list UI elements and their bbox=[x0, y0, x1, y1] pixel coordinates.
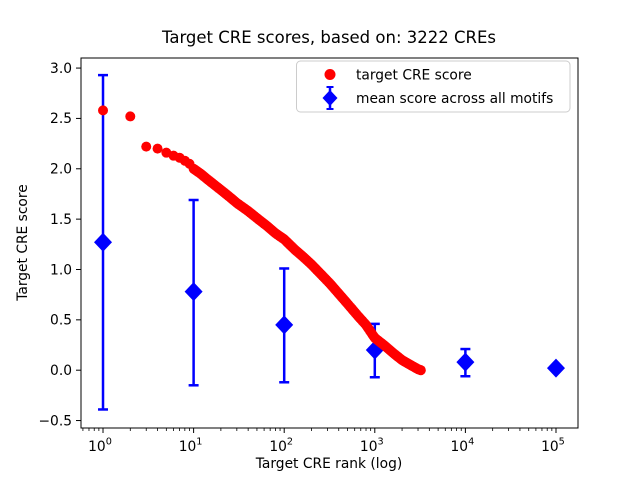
x-tick-label: 104 bbox=[451, 437, 475, 456]
target-score-point bbox=[98, 105, 109, 116]
target-score-point bbox=[152, 143, 163, 154]
legend-entry-target-cre-score: target CRE score bbox=[356, 68, 472, 84]
legend-circle-marker-icon bbox=[324, 69, 336, 80]
target-score-point bbox=[415, 365, 426, 376]
y-tick-label: −0.5 bbox=[38, 413, 72, 429]
chart-title: Target CRE scores, based on: 3222 CREs bbox=[161, 28, 496, 47]
y-tick-label: 1.0 bbox=[50, 262, 72, 278]
x-tick-exponent: 4 bbox=[468, 437, 474, 448]
x-tick-exponent: 5 bbox=[559, 437, 565, 448]
x-tick-exponent: 1 bbox=[196, 437, 202, 448]
x-tick-label: 101 bbox=[179, 437, 203, 456]
y-tick-label: 2.5 bbox=[50, 111, 72, 127]
mean-score-diamond bbox=[456, 352, 475, 372]
mean-score-diamond bbox=[275, 315, 294, 335]
legend-entry-mean-score: mean score across all motifs bbox=[356, 91, 553, 107]
legend-box bbox=[296, 60, 571, 113]
x-tick-label: 103 bbox=[360, 437, 384, 456]
x-tick-exponent: 3 bbox=[377, 437, 383, 448]
plot-background-layer bbox=[81, 58, 578, 428]
mean-score-diamond bbox=[94, 232, 113, 252]
legend: target CRE score mean score across all m… bbox=[296, 60, 571, 113]
y-tick-label: 3.0 bbox=[50, 61, 72, 77]
plot-frame bbox=[80, 57, 579, 429]
target-score-point bbox=[141, 141, 152, 152]
x-tick-label: 102 bbox=[269, 437, 293, 456]
x-tick-label: 105 bbox=[541, 437, 565, 456]
mean-score-diamond bbox=[184, 282, 203, 302]
y-tick-label: 1.5 bbox=[50, 212, 72, 228]
x-tick-exponent: 2 bbox=[287, 437, 293, 448]
y-tick-label: 2.0 bbox=[50, 162, 72, 178]
y-tick-label: 0.0 bbox=[50, 363, 72, 379]
x-axis-label: Target CRE rank (log) bbox=[255, 456, 402, 472]
data-layer bbox=[94, 73, 565, 411]
target-score-point bbox=[125, 111, 136, 122]
x-tick-label: 100 bbox=[88, 437, 112, 456]
y-axis-label: Target CRE score bbox=[15, 184, 31, 301]
y-tick-label: 0.5 bbox=[50, 313, 72, 329]
plot-area bbox=[81, 58, 578, 428]
x-tick-exponent: 0 bbox=[106, 437, 112, 448]
mean-score-diamond bbox=[546, 358, 565, 378]
legend-diamond-marker-icon bbox=[322, 90, 338, 106]
